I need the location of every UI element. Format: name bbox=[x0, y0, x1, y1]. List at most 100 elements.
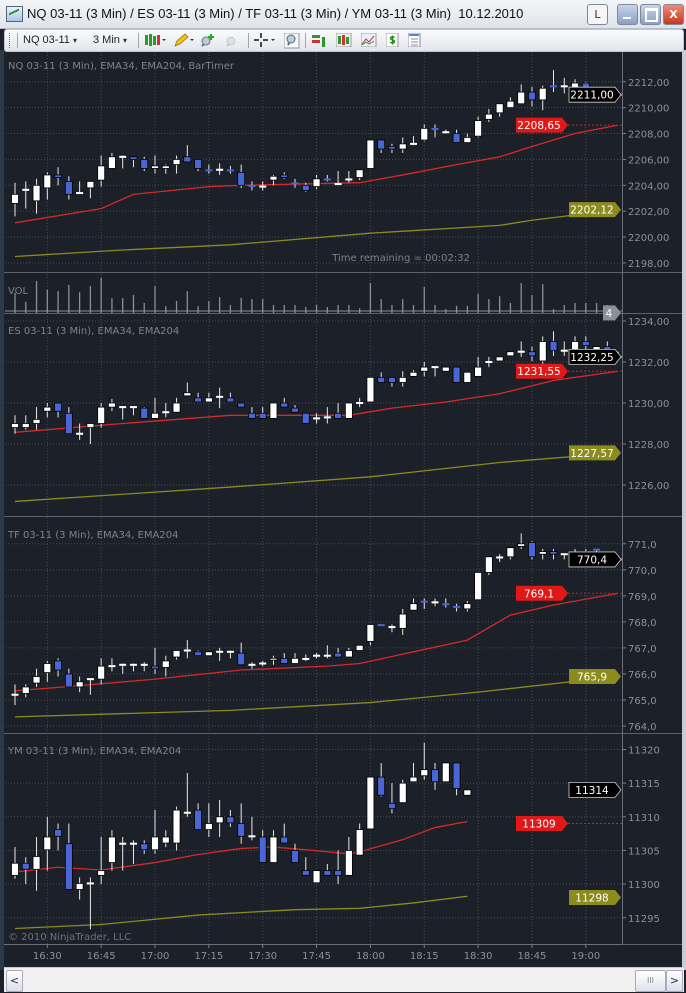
tf-candle bbox=[269, 655, 278, 665]
candle-body bbox=[528, 91, 536, 101]
close-button[interactable]: X bbox=[663, 4, 684, 25]
ym-candle bbox=[431, 762, 439, 790]
candle-body bbox=[528, 542, 536, 558]
drawing-tool-icon[interactable] bbox=[173, 33, 194, 47]
ym-candle bbox=[269, 830, 278, 863]
candle-body bbox=[495, 103, 504, 114]
candle-body bbox=[11, 423, 19, 429]
dollar-icon[interactable] bbox=[385, 32, 400, 48]
es-price-tag: 1227,57 bbox=[569, 445, 621, 461]
candle-body bbox=[344, 402, 353, 419]
zoom-in-icon[interactable] bbox=[200, 33, 214, 47]
toolbar-grip[interactable] bbox=[9, 33, 11, 48]
candle-body bbox=[237, 823, 246, 837]
tf-candle bbox=[377, 624, 385, 627]
nq-candle bbox=[172, 155, 181, 174]
ym-candle bbox=[420, 742, 429, 780]
ym-candle bbox=[32, 836, 41, 891]
tf-price-label: 764,0 bbox=[628, 722, 657, 733]
candle-body bbox=[377, 376, 386, 383]
candle-body bbox=[226, 397, 235, 403]
data-series-icon[interactable] bbox=[311, 33, 325, 47]
tf-candle bbox=[431, 598, 439, 607]
candle-body bbox=[258, 412, 267, 419]
candle-body bbox=[452, 366, 461, 383]
tf-candle bbox=[484, 556, 493, 576]
tf-candle bbox=[409, 598, 418, 611]
es-candle bbox=[506, 351, 515, 357]
minimize-button[interactable] bbox=[617, 4, 638, 25]
tf-price-tag: 765,9 bbox=[569, 669, 621, 685]
ym-price-tag: 11314 bbox=[568, 781, 622, 798]
magnifier-icon[interactable] bbox=[283, 32, 300, 49]
tf-panel-title: TF 03-11 (3 Min), EMA34, EMA204 bbox=[7, 530, 178, 541]
indicators-icon[interactable] bbox=[360, 32, 377, 48]
link-button[interactable]: L bbox=[587, 4, 608, 25]
tf-candle bbox=[398, 608, 407, 635]
axes: 16:30 16:45 17:00 17:15 17:30 17:45 18:00 18:15… bbox=[4, 52, 682, 962]
candle-body bbox=[366, 776, 375, 830]
instrument-label: NQ 03-11 bbox=[23, 34, 70, 46]
candle-body bbox=[204, 651, 213, 657]
zoom-out-icon[interactable] bbox=[225, 33, 239, 47]
horizontal-scrollbar[interactable]: < III > bbox=[4, 967, 684, 992]
scroll-right-button[interactable]: > bbox=[666, 970, 683, 992]
candle-body bbox=[409, 776, 418, 783]
instrument-dropdown[interactable]: NQ 03-11 ▾ bbox=[23, 32, 77, 49]
chart-style-icon[interactable] bbox=[144, 33, 166, 47]
candle-body bbox=[237, 402, 246, 408]
candle-body bbox=[194, 809, 202, 830]
candle-body bbox=[398, 376, 407, 383]
tf-candle bbox=[420, 598, 428, 609]
es-candle bbox=[237, 402, 246, 408]
scroll-left-button[interactable]: < bbox=[6, 970, 23, 992]
tf-candle bbox=[463, 601, 472, 612]
nq-candle bbox=[334, 171, 342, 186]
candle-body bbox=[172, 159, 181, 165]
candle-body bbox=[452, 762, 461, 789]
es-candle bbox=[172, 397, 181, 413]
window-title: NQ 03-11 (3 Min) / ES 03-11 (3 Min) / TF… bbox=[27, 6, 524, 21]
chevron-down-icon: ▾ bbox=[72, 36, 77, 45]
tf-candle bbox=[560, 553, 568, 560]
candle-body bbox=[301, 870, 310, 876]
strategies-icon[interactable] bbox=[335, 32, 352, 48]
grid-lines bbox=[5, 52, 622, 944]
candle-body bbox=[334, 870, 343, 876]
nq-candle bbox=[495, 103, 504, 117]
tf-candle bbox=[11, 684, 19, 706]
scrollbar-thumb[interactable]: III bbox=[635, 970, 666, 992]
nq-price-label: 2210,00 bbox=[628, 104, 669, 115]
es-price-tag: 1231,55 bbox=[516, 363, 622, 379]
es-candle bbox=[344, 402, 353, 419]
price-tag-arrow bbox=[569, 669, 621, 685]
ym-ema204-line bbox=[14, 895, 468, 930]
es-candle bbox=[366, 376, 375, 403]
tf-candle bbox=[183, 640, 191, 659]
candle-body bbox=[204, 397, 213, 403]
ym-candle bbox=[97, 836, 106, 885]
nq-ema34-line bbox=[14, 124, 619, 224]
ym-candle bbox=[398, 779, 407, 804]
ym-price-tag: 11309 bbox=[516, 816, 622, 832]
candle-body bbox=[161, 165, 170, 169]
price-tag-arrow bbox=[516, 816, 568, 832]
nq-candle bbox=[97, 155, 106, 187]
interval-dropdown[interactable]: 3 Min ▾ bbox=[93, 32, 127, 49]
nq-candle bbox=[259, 181, 267, 191]
properties-icon[interactable] bbox=[407, 32, 422, 48]
candle-body bbox=[420, 366, 429, 372]
maximize-button[interactable] bbox=[640, 4, 661, 25]
ym-candle bbox=[194, 803, 202, 830]
candle-body bbox=[388, 802, 396, 810]
es-candle bbox=[291, 405, 299, 413]
candle-body bbox=[172, 809, 181, 844]
crosshair-icon[interactable] bbox=[254, 33, 275, 47]
nq-candle bbox=[301, 182, 310, 192]
es-candle bbox=[549, 331, 558, 356]
ym-candle bbox=[452, 762, 461, 796]
tf-candle bbox=[496, 554, 504, 563]
nq-candle bbox=[226, 165, 234, 174]
time-axis-label: 16:45 bbox=[87, 951, 116, 962]
